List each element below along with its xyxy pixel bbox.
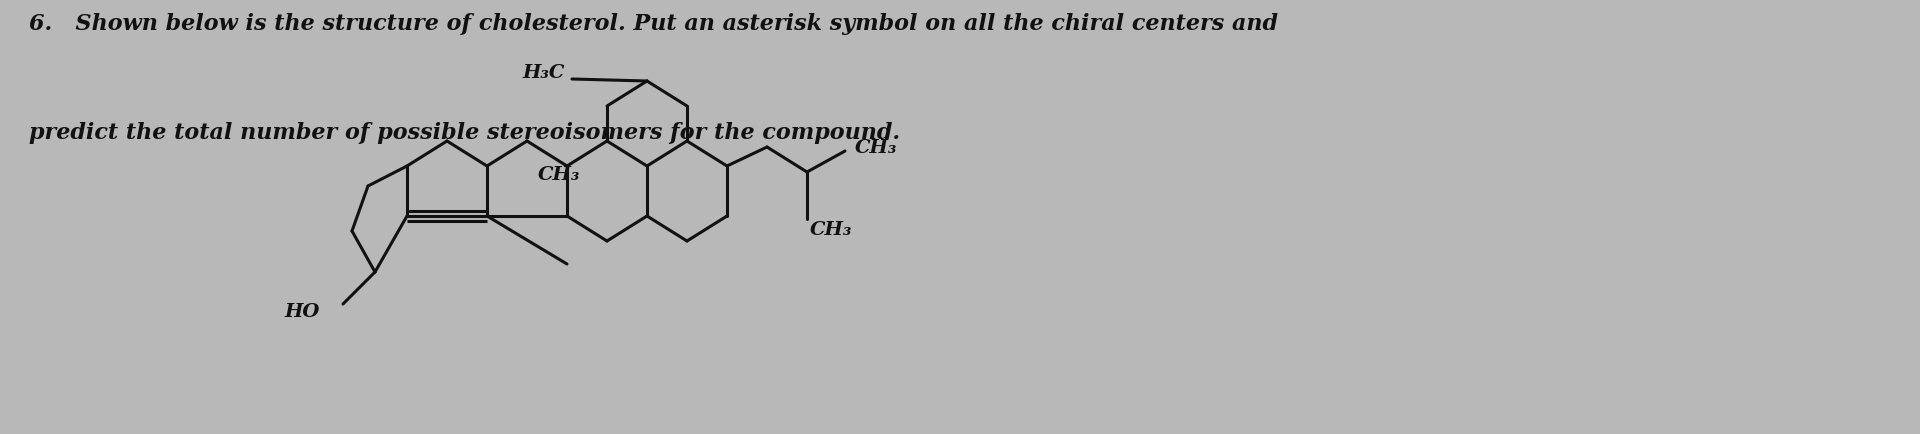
Text: CH₃: CH₃ [538,166,580,184]
Text: predict the total number of possible stereoisomers for the compound.: predict the total number of possible ste… [29,122,900,144]
Text: CH₃: CH₃ [810,220,852,238]
Text: CH₃: CH₃ [854,139,897,157]
Text: HO: HO [284,302,321,320]
Text: 6.   Shown below is the structure of cholesterol. Put an asterisk symbol on all : 6. Shown below is the structure of chole… [29,13,1279,35]
Text: H₃C: H₃C [522,64,564,82]
